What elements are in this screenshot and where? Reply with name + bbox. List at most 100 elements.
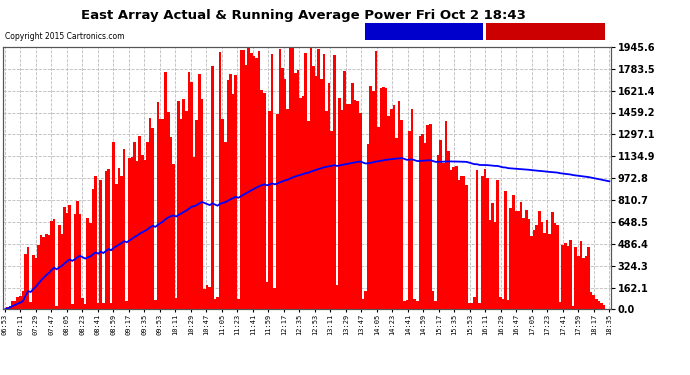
Bar [214,299,216,309]
Bar [273,288,276,309]
Bar [21,291,24,309]
Bar [440,140,442,309]
Bar [34,258,37,309]
Bar [504,191,507,309]
Bar [291,47,294,309]
Bar [444,121,447,309]
Bar [528,219,530,309]
Bar [426,125,429,309]
Bar [366,144,369,309]
Bar [175,298,177,309]
FancyBboxPatch shape [365,23,483,40]
Bar [11,302,14,309]
Bar [270,54,273,309]
Bar [14,300,17,309]
Bar [286,110,289,309]
Bar [559,302,562,309]
Bar [359,113,362,309]
Bar [19,297,21,309]
Bar [120,176,123,309]
Bar [237,298,239,309]
Bar [437,154,440,309]
Bar [139,136,141,309]
Bar [553,224,556,309]
Bar [141,155,144,309]
Bar [45,234,48,309]
Bar [320,79,323,309]
Bar [398,101,400,309]
Bar [315,76,317,309]
Bar [297,70,299,309]
Bar [372,91,375,309]
Bar [30,302,32,309]
Bar [167,112,170,309]
Bar [593,295,595,309]
Bar [385,88,388,309]
Bar [52,219,55,309]
Bar [584,256,587,309]
Bar [338,98,341,309]
Bar [105,171,107,309]
Bar [603,304,605,309]
Bar [299,98,302,309]
Bar [450,170,453,309]
Bar [468,303,471,309]
Bar [193,157,195,309]
Bar [543,233,546,309]
Bar [369,86,372,309]
Bar [229,74,232,309]
Bar [112,142,115,309]
Bar [242,50,245,309]
Bar [159,119,161,309]
Bar [40,235,42,309]
Bar [590,292,593,309]
Bar [465,185,468,309]
Bar [27,247,30,309]
Bar [478,303,481,309]
Bar [102,303,105,309]
Bar [151,128,154,309]
Bar [188,72,190,309]
Bar [442,163,444,309]
Bar [92,189,95,309]
Bar [346,104,348,309]
Bar [235,75,237,309]
Bar [126,302,128,309]
Bar [170,137,172,309]
Bar [58,225,61,309]
Bar [79,214,81,309]
Bar [522,218,525,309]
Bar [204,289,206,309]
Bar [307,121,310,309]
Bar [313,66,315,309]
Bar [341,110,344,309]
Bar [447,151,450,309]
Bar [421,134,424,309]
Bar [525,210,528,309]
Bar [489,220,491,309]
Bar [250,54,253,309]
Bar [323,54,325,309]
Bar [580,241,582,309]
Bar [310,47,313,309]
Bar [408,131,411,309]
Bar [224,142,226,309]
Bar [551,212,553,309]
Bar [549,234,551,309]
Bar [37,244,40,309]
Bar [598,302,600,309]
Bar [512,195,515,309]
Bar [400,120,403,309]
Bar [481,176,484,309]
Bar [149,118,151,309]
Bar [66,213,68,309]
Bar [84,304,86,309]
Bar [276,114,279,309]
Bar [172,164,175,309]
Bar [294,73,297,309]
Bar [304,53,307,309]
Bar [211,66,214,309]
Bar [208,287,211,309]
Bar [201,99,204,309]
Bar [157,102,159,309]
